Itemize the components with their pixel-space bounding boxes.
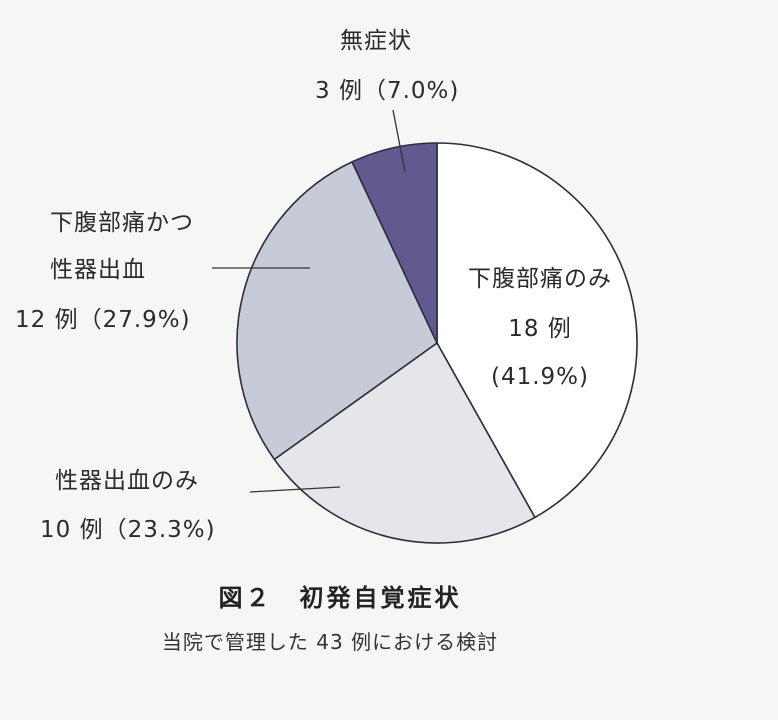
slice-label-line: 無症状 [340, 28, 412, 54]
slice-asymptomatic [351, 142, 438, 344]
slice-label-line: 12 例（27.9%) [15, 307, 191, 333]
slice-label-line: 3 例（7.0%) [315, 78, 460, 104]
slice-label-pain-only-percent: (41.9%) [440, 366, 640, 389]
slice-label-line: (41.9%) [490, 364, 589, 390]
slice-label-asymptomatic: 無症状 [340, 30, 412, 53]
slice-label-line: 下腹部痛かつ [50, 210, 194, 236]
slice-label-line: 18 例 [508, 316, 572, 342]
slice-label-asymptomatic-value: 3 例（7.0%) [315, 80, 459, 103]
figure-caption-title: 図２ 初発自覚症状 [218, 584, 462, 612]
slice-label-bleeding-only: 性器出血のみ [55, 470, 199, 493]
slice-label-pain-only-count: 18 例 [440, 318, 640, 341]
slice-pain-only [436, 142, 638, 519]
slice-label-line: 下腹部痛のみ [468, 266, 612, 292]
leader-line-asymptomatic [392, 109, 406, 173]
slice-label-bleeding-only-value: 10 例（23.3%) [40, 519, 216, 542]
slice-label-combined-value: 12 例（27.9%) [15, 309, 191, 332]
leader-line-bleeding-only [249, 486, 341, 493]
slice-label-combined-line2: 性器出血 [50, 259, 146, 282]
slice-label-line: 性器出血のみ [55, 468, 199, 494]
slice-combined [236, 161, 438, 461]
slice-label-combined: 下腹部痛かつ [50, 212, 194, 235]
slice-label-pain-only: 下腹部痛のみ [440, 268, 640, 291]
figure-caption-subtitle: 当院で管理した 43 例における検討 [161, 630, 499, 654]
slice-label-line: 10 例（23.3%) [40, 517, 216, 543]
slice-label-line: 性器出血 [50, 257, 146, 283]
slice-bleeding-only [273, 342, 536, 544]
